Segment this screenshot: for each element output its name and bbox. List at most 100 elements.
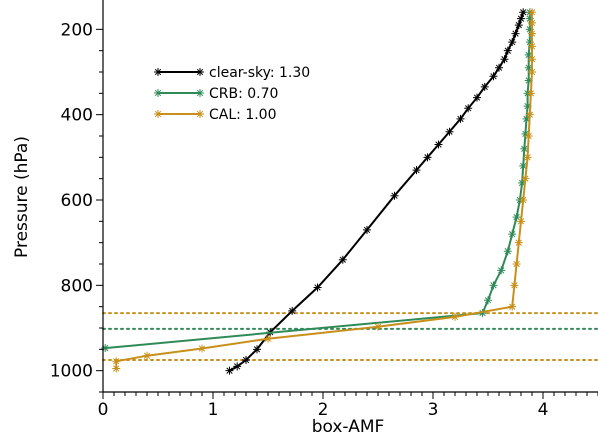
data-point-0-21 <box>503 46 512 55</box>
data-point-0-14 <box>456 114 465 123</box>
legend-marker-end-0 <box>196 68 204 76</box>
legend: clear-sky: 1.30 CRB: 0.70 CAL: 1.00 <box>154 65 310 123</box>
data-point-0-12 <box>434 140 443 149</box>
data-point-2-15 <box>524 132 533 140</box>
data-point-2-20 <box>528 42 536 51</box>
data-point-1-13 <box>522 114 531 123</box>
data-point-0-24 <box>514 21 523 30</box>
y-tick-label: 200 <box>61 20 93 40</box>
data-point-1-20 <box>525 25 534 34</box>
legend-item-2: CAL: 1.00 <box>154 107 277 123</box>
y-tick-label: 1000 <box>50 362 93 382</box>
data-point-0-15 <box>464 104 473 113</box>
data-point-2-9 <box>512 260 521 268</box>
y-tick-label: 800 <box>61 276 93 296</box>
data-point-0-16 <box>473 93 481 102</box>
data-point-0-25 <box>517 14 525 23</box>
legend-marker-start-2 <box>154 110 162 118</box>
data-point-1-10 <box>519 161 528 170</box>
data-point-0-0 <box>225 366 234 375</box>
legend-label-0: clear-sky: 1.30 <box>209 65 310 81</box>
data-point-1-9 <box>518 178 527 187</box>
data-point-2-2 <box>143 351 151 360</box>
legend-marker-start-0 <box>154 68 162 76</box>
data-point-2-1 <box>112 357 121 366</box>
data-point-0-7 <box>338 255 347 264</box>
legend-label-1: CRB: 0.70 <box>209 86 278 102</box>
data-point-2-12 <box>519 196 528 204</box>
data-point-2-7 <box>508 302 517 311</box>
x-tick-label: 0 <box>98 400 109 420</box>
data-point-0-19 <box>495 63 503 72</box>
data-point-1-1 <box>478 309 487 318</box>
y-tick-label: 400 <box>61 106 93 126</box>
x-tick-label: 3 <box>428 400 439 420</box>
data-point-1-6 <box>508 230 517 239</box>
data-point-1-0 <box>101 344 110 353</box>
data-point-1-3 <box>489 281 498 290</box>
data-point-1-7 <box>512 213 521 222</box>
data-point-2-18 <box>528 68 536 76</box>
data-point-2-10 <box>514 238 523 247</box>
data-point-1-17 <box>524 63 533 72</box>
y-tick-label: 600 <box>61 191 93 211</box>
data-point-1-12 <box>521 129 530 138</box>
data-point-2-13 <box>521 174 530 183</box>
x-tick-label: 1 <box>208 400 219 420</box>
data-point-2-22 <box>528 18 536 27</box>
data-point-2-4 <box>264 334 272 343</box>
x-tick-label: 4 <box>538 400 549 420</box>
x-tick-label: 2 <box>318 400 329 420</box>
data-point-1-2 <box>484 296 492 305</box>
data-point-0-22 <box>508 38 517 47</box>
data-point-2-11 <box>517 217 525 226</box>
data-point-0-3 <box>253 345 261 354</box>
data-point-0-1 <box>233 362 242 371</box>
data-point-2-17 <box>526 89 535 98</box>
legend-marker-start-1 <box>154 89 162 97</box>
data-point-1-16 <box>524 76 533 85</box>
data-point-0-9 <box>390 191 399 200</box>
data-point-2-0 <box>112 364 121 373</box>
data-point-0-2 <box>242 356 250 364</box>
series-1 <box>101 8 534 353</box>
x-axis-label: box-AMF <box>312 417 385 437</box>
data-point-2-8 <box>510 281 519 290</box>
data-point-0-6 <box>313 283 322 292</box>
data-point-0-26 <box>519 8 528 17</box>
data-point-1-21 <box>525 14 534 23</box>
legend-item-1: CRB: 0.70 <box>154 86 278 102</box>
series-2 <box>112 8 536 373</box>
data-point-1-4 <box>497 266 506 275</box>
series-layer <box>101 8 536 375</box>
data-point-0-17 <box>480 82 489 91</box>
legend-marker-end-1 <box>196 89 204 97</box>
legend-label-2: CAL: 1.00 <box>209 107 277 123</box>
data-point-2-23 <box>528 8 536 17</box>
data-point-0-10 <box>412 166 421 175</box>
data-point-2-16 <box>525 110 534 119</box>
data-point-0-18 <box>489 72 498 81</box>
data-point-2-3 <box>198 344 206 353</box>
data-point-2-21 <box>528 29 536 38</box>
data-point-0-20 <box>500 55 509 64</box>
data-point-0-8 <box>363 225 371 234</box>
data-point-1-19 <box>525 38 534 47</box>
data-point-2-5 <box>374 322 382 331</box>
data-point-1-5 <box>503 247 512 256</box>
legend-item-0: clear-sky: 1.30 <box>154 65 310 81</box>
data-point-0-23 <box>511 29 520 38</box>
data-point-0-5 <box>288 306 297 315</box>
data-point-1-14 <box>523 102 532 111</box>
data-point-2-14 <box>523 153 532 162</box>
legend-marker-end-2 <box>196 110 204 118</box>
data-point-0-13 <box>445 127 454 136</box>
data-point-1-18 <box>524 50 533 59</box>
y-axis-label: Pressure (hPa) <box>12 136 32 258</box>
data-point-2-19 <box>528 55 536 64</box>
axes: 0 1 2 3 4 200 400 600 800 1000 <box>50 0 598 420</box>
data-point-2-6 <box>451 312 459 321</box>
data-point-0-11 <box>423 153 432 162</box>
